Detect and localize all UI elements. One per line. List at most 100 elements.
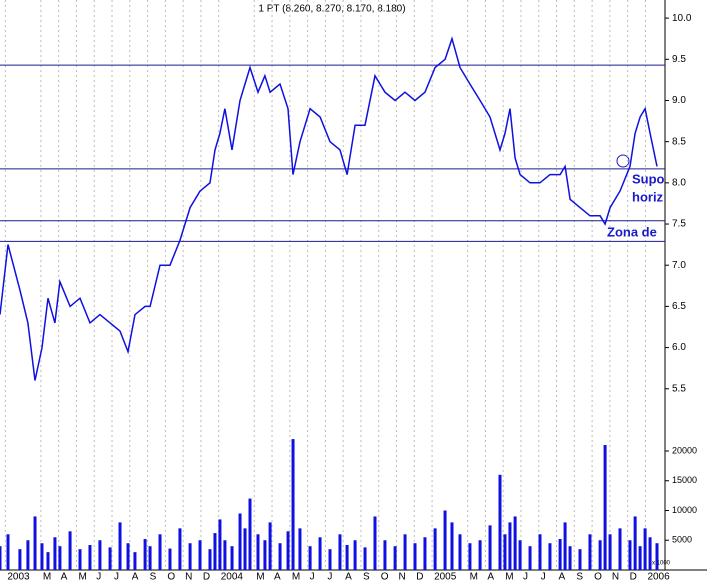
volume-bar: [243, 528, 247, 570]
x-tick-label: S: [576, 572, 583, 582]
y-tick-label: 9.5: [672, 54, 686, 65]
x-tick-label: N: [399, 572, 406, 582]
volume-bar: [168, 548, 172, 570]
volume-bar: [458, 534, 462, 570]
volume-bar: [18, 549, 22, 570]
volume-bar: [148, 546, 152, 570]
volume-bar: [298, 528, 302, 570]
x-tick-label: M: [43, 572, 51, 582]
volume-bar: [353, 540, 357, 570]
x-tick-label: S: [363, 572, 370, 582]
volume-bar: [413, 543, 417, 570]
annotation: Supo: [632, 171, 665, 186]
x-tick-label: N: [185, 572, 192, 582]
y-tick-label: 6.0: [672, 342, 686, 353]
volume-bar: [603, 445, 607, 570]
volume-bar: [78, 549, 82, 570]
volume-unit: x 1000: [652, 561, 671, 567]
volume-bar: [518, 540, 522, 570]
volume-bar: [40, 543, 44, 570]
volume-bar: [598, 540, 602, 570]
y-tick-label: 10000: [672, 505, 697, 515]
x-tick-label: J: [96, 572, 101, 582]
volume-bar: [248, 498, 252, 570]
smiley-icon: [616, 154, 630, 168]
volume-bar: [563, 522, 567, 570]
volume-bar: [655, 543, 659, 570]
y-tick-label: 5000: [672, 535, 692, 545]
x-tick-label: J: [310, 572, 315, 582]
volume-bar: [548, 543, 552, 570]
x-tick-label: A: [559, 572, 566, 582]
y-tick-label: 10.0: [672, 13, 692, 24]
volume-bar: [188, 543, 192, 570]
volume-bar: [198, 540, 202, 570]
volume-bar: [108, 547, 112, 570]
volume-bar: [33, 516, 37, 570]
volume-bar: [263, 540, 267, 570]
volume-bar: [608, 534, 612, 570]
x-tick-label: 2004: [221, 572, 244, 582]
x-tick-label: J: [541, 572, 546, 582]
volume-bar: [238, 513, 242, 570]
x-tick-label: J: [114, 572, 119, 582]
volume-bar: [278, 543, 282, 570]
volume-bar: [588, 534, 592, 570]
volume-bar: [488, 525, 492, 570]
volume-bar: [88, 545, 92, 570]
volume-bar: [558, 539, 562, 570]
y-tick-label: 7.5: [672, 219, 686, 230]
volume-bar: [643, 528, 647, 570]
y-tick-label: 20000: [672, 445, 697, 455]
x-tick-label: M: [78, 572, 86, 582]
x-tick-label: O: [594, 572, 602, 582]
y-tick-label: 7.0: [672, 260, 686, 271]
volume-bar: [433, 528, 437, 570]
volume-bar: [26, 540, 30, 570]
volume-bar: [286, 531, 290, 570]
volume-bar: [213, 533, 217, 570]
volume-bar: [393, 546, 397, 570]
volume-bar: [308, 546, 312, 570]
x-tick-label: O: [167, 572, 175, 582]
volume-bar: [58, 546, 62, 570]
x-tick-label: A: [487, 572, 494, 582]
volume-bar: [443, 510, 447, 570]
volume-bar: [633, 516, 637, 570]
y-tick-label: 9.0: [672, 95, 686, 106]
volume-bar: [628, 540, 632, 570]
volume-bar: [648, 537, 652, 570]
volume-bar: [578, 549, 582, 570]
volume-bar: [423, 537, 427, 570]
volume-bar: [230, 546, 234, 570]
volume-bar: [6, 534, 10, 570]
x-tick-label: 2003: [7, 572, 30, 582]
volume-bar: [345, 545, 349, 570]
x-tick-label: 2006: [647, 572, 670, 582]
y-tick-label: 15000: [672, 475, 697, 485]
volume-bar: [503, 534, 507, 570]
volume-bar: [383, 540, 387, 570]
x-tick-label: A: [274, 572, 281, 582]
annotation: horiz: [632, 189, 664, 204]
volume-bar: [450, 522, 454, 570]
x-tick-label: A: [345, 572, 352, 582]
chart-title: 1 PT (8.260, 8.270, 8.170, 8.180): [258, 4, 405, 15]
x-tick-label: M: [470, 572, 478, 582]
x-tick-label: N: [612, 572, 619, 582]
y-tick-label: 6.5: [672, 301, 686, 312]
price-line: [0, 36, 658, 381]
volume-bar: [68, 531, 72, 570]
volume-bar: [291, 439, 295, 570]
x-tick-label: M: [292, 572, 300, 582]
annotation: Zona de: [607, 224, 657, 239]
volume-bar: [528, 546, 532, 570]
x-tick-label: A: [132, 572, 139, 582]
volume-bar: [118, 522, 122, 570]
volume-bar: [158, 534, 162, 570]
y-tick-label: 8.0: [672, 177, 686, 188]
volume-bar: [98, 540, 102, 570]
volume-bar: [403, 534, 407, 570]
